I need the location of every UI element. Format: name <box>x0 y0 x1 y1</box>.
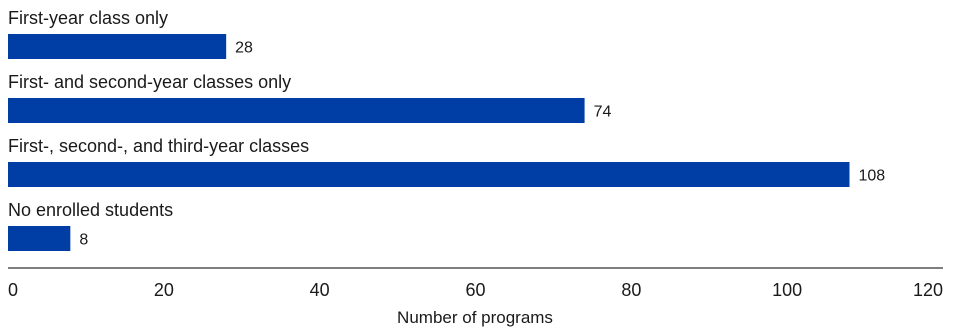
bar <box>8 226 71 251</box>
value-label: 108 <box>859 168 886 185</box>
x-tick-label: 40 <box>310 280 330 300</box>
x-tick-label: 80 <box>621 280 641 300</box>
bar <box>8 162 850 187</box>
x-tick-label: 20 <box>154 280 174 300</box>
bar <box>8 34 227 59</box>
x-tick-label: 120 <box>913 280 943 300</box>
x-axis-title: Number of programs <box>397 308 553 327</box>
bar <box>8 98 585 123</box>
value-label: 74 <box>594 104 612 121</box>
category-label: No enrolled students <box>8 200 173 220</box>
x-tick-label: 0 <box>8 280 18 300</box>
bars-layer <box>8 34 850 251</box>
category-label: First-, second-, and third-year classes <box>8 136 309 156</box>
value-labels-layer: 28 74 108 8 <box>79 40 885 249</box>
category-labels-layer: First-year class only First- and second-y… <box>8 8 309 220</box>
value-label: 8 <box>79 232 88 249</box>
x-tick-labels-layer: 0 20 40 60 80 100 120 <box>8 280 943 300</box>
x-tick-label: 60 <box>465 280 485 300</box>
x-tick-label: 100 <box>772 280 802 300</box>
category-label: First-year class only <box>8 8 168 28</box>
value-label: 28 <box>235 40 253 57</box>
category-label: First- and second-year classes only <box>8 72 291 92</box>
